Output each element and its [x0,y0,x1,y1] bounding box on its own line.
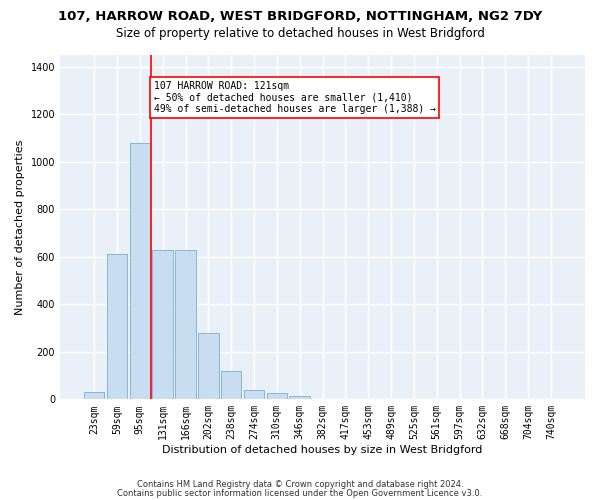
Text: 107, HARROW ROAD, WEST BRIDGFORD, NOTTINGHAM, NG2 7DY: 107, HARROW ROAD, WEST BRIDGFORD, NOTTIN… [58,10,542,23]
Text: Contains public sector information licensed under the Open Government Licence v3: Contains public sector information licen… [118,488,482,498]
Text: Contains HM Land Registry data © Crown copyright and database right 2024.: Contains HM Land Registry data © Crown c… [137,480,463,489]
Bar [152,250,173,400]
X-axis label: Distribution of detached houses by size in West Bridgford: Distribution of detached houses by size … [163,445,483,455]
Bar [130,143,150,400]
Bar [84,392,104,400]
Bar [266,394,287,400]
Bar [221,371,241,400]
Bar [244,390,264,400]
Text: 107 HARROW ROAD: 121sqm
← 50% of detached houses are smaller (1,410)
49% of semi: 107 HARROW ROAD: 121sqm ← 50% of detache… [154,81,436,114]
Bar [175,250,196,400]
Bar [289,396,310,400]
Bar [107,254,127,400]
Bar [198,333,218,400]
Text: Size of property relative to detached houses in West Bridgford: Size of property relative to detached ho… [116,28,484,40]
Y-axis label: Number of detached properties: Number of detached properties [15,140,25,315]
